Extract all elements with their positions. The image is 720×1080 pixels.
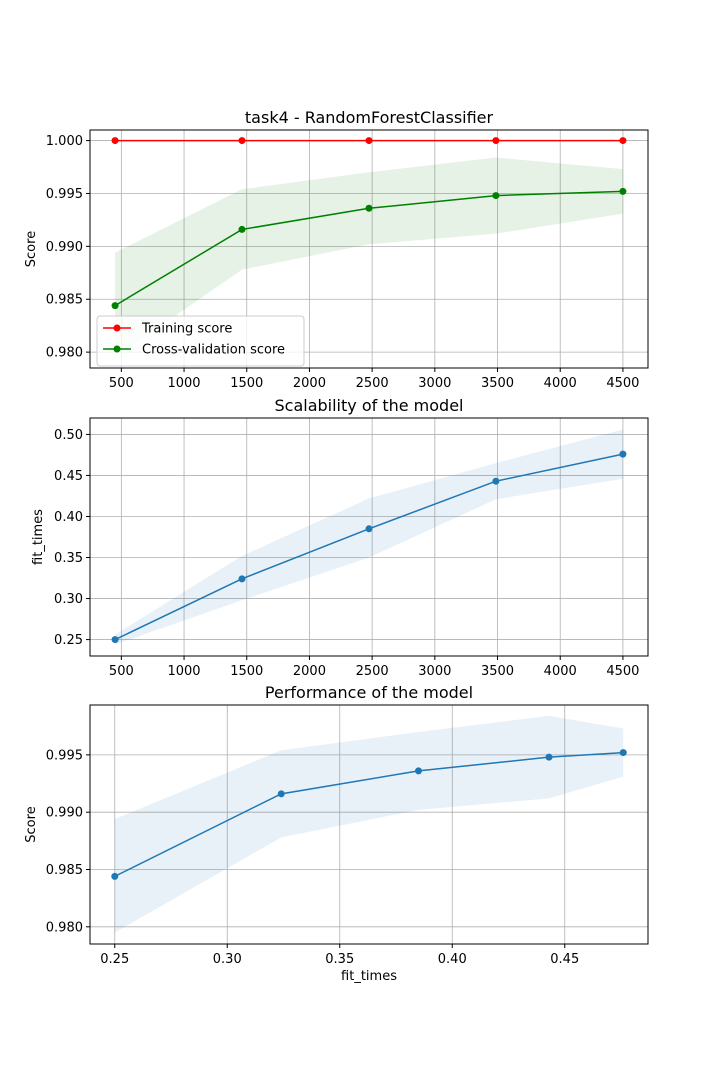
y-tick-label: 0.30 — [54, 592, 83, 607]
data-point — [365, 137, 373, 145]
data-point — [111, 636, 119, 644]
x-tick-label: 4500 — [606, 376, 639, 391]
legend-swatch-marker — [113, 345, 121, 353]
x-tick-label: 500 — [109, 664, 134, 679]
x-tick-label: 4000 — [544, 376, 577, 391]
x-tick-label: 4000 — [544, 664, 577, 679]
data-point — [365, 525, 373, 533]
x-tick-label: 2000 — [293, 664, 326, 679]
y-axis-label: Score — [24, 231, 39, 267]
y-tick-label: 0.985 — [46, 293, 83, 308]
x-tick-label: 0.25 — [100, 952, 129, 967]
axes-frame — [89, 704, 649, 945]
legend-label: Training score — [141, 322, 232, 337]
x-tick-label: 0.45 — [550, 952, 579, 967]
data-point — [111, 137, 119, 145]
legend-label: Cross-validation score — [142, 343, 285, 358]
chart-title: task4 - RandomForestClassifier — [245, 108, 494, 127]
y-tick-label: 0.995 — [46, 187, 83, 202]
x-tick-label: 3000 — [418, 664, 451, 679]
legend-swatch-marker — [113, 324, 121, 332]
data-point — [415, 767, 422, 775]
x-tick-label: 3500 — [481, 664, 514, 679]
x-tick-label: 1500 — [230, 376, 263, 391]
confidence-band — [115, 157, 623, 358]
axes-frame — [89, 417, 649, 657]
data-point — [492, 477, 500, 485]
data-point — [238, 137, 246, 145]
x-tick-label: 3500 — [481, 376, 514, 391]
y-tick-label: 0.25 — [54, 633, 83, 648]
y-tick-label: 0.990 — [46, 240, 83, 255]
data-point — [238, 575, 246, 583]
x-tick-label: 3000 — [418, 376, 451, 391]
x-tick-label: 0.40 — [438, 952, 467, 967]
x-tick-label: 1500 — [230, 664, 263, 679]
x-tick-label: 2500 — [356, 376, 389, 391]
data-point — [238, 225, 246, 233]
y-tick-label: 0.40 — [54, 510, 83, 525]
y-tick-label: 0.990 — [46, 806, 83, 821]
y-tick-label: 1.000 — [46, 134, 83, 149]
chart-title: Performance of the model — [265, 683, 473, 702]
chart-panel-2: 500 1000 1500 2000 2500 3000 3500 4000 4500 0.25 0… — [31, 396, 649, 679]
y-tick-label: 0.35 — [54, 551, 83, 566]
chart-title: Scalability of the model — [275, 396, 464, 415]
y-axis-label: Score — [24, 806, 39, 842]
x-tick-label: 1000 — [167, 376, 200, 391]
x-tick-label: 4500 — [606, 664, 639, 679]
data-point — [111, 872, 119, 880]
x-tick-label: 0.35 — [325, 952, 354, 967]
legend-box — [96, 315, 305, 367]
confidence-band — [115, 429, 623, 645]
confidence-band — [114, 715, 624, 933]
data-point — [492, 137, 500, 145]
data-point — [619, 187, 627, 195]
data-point — [277, 790, 285, 798]
x-tick-label: 0.30 — [213, 952, 242, 967]
y-tick-label: 0.45 — [54, 469, 83, 484]
y-tick-label: 0.980 — [46, 920, 83, 935]
y-tick-label: 0.985 — [46, 863, 83, 878]
chart-panel-1: 500 1000 1500 2000 2500 3000 3500 4000 4500 0.980… — [24, 108, 649, 391]
x-axis-label: fit_times — [341, 969, 397, 984]
data-point — [365, 204, 373, 212]
data-point — [619, 749, 627, 757]
y-tick-label: 0.995 — [46, 748, 83, 763]
data-point — [619, 137, 627, 145]
x-tick-label: 1000 — [167, 664, 200, 679]
data-point — [545, 753, 553, 761]
y-tick-label: 0.50 — [54, 428, 83, 443]
data-point — [492, 192, 500, 200]
y-tick-label: 0.980 — [46, 346, 83, 361]
chart-panel-3: 0.25 0.30 0.35 0.40 0.45 0.980 0.985 0.990 0.995… — [24, 683, 649, 984]
data-point — [111, 302, 119, 310]
y-axis-label: fit_times — [31, 509, 46, 565]
x-tick-label: 500 — [109, 376, 134, 391]
x-tick-label: 2500 — [356, 664, 389, 679]
x-tick-label: 2000 — [293, 376, 326, 391]
data-point — [619, 450, 627, 458]
axes-frame — [89, 129, 649, 369]
